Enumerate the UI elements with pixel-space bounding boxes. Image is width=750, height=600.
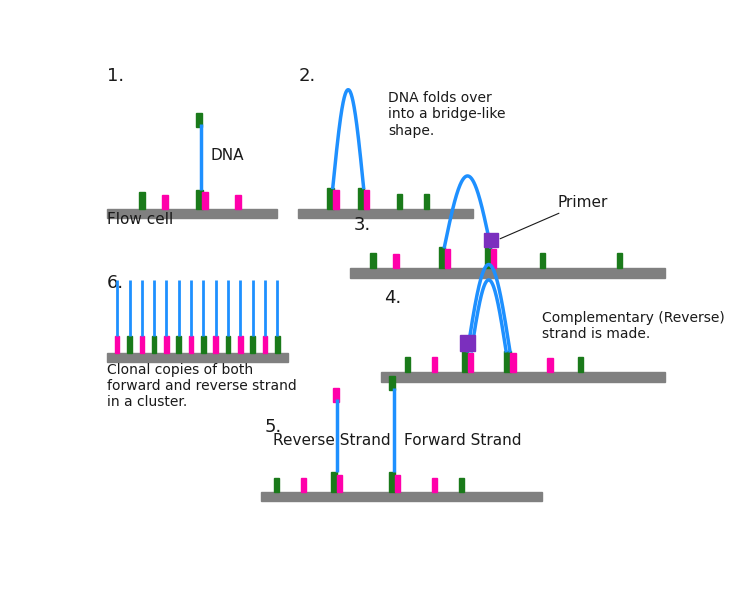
Bar	[364, 190, 369, 209]
Bar	[261, 491, 542, 501]
Bar	[333, 388, 338, 401]
Bar	[333, 190, 338, 209]
Bar	[164, 336, 169, 353]
Bar	[328, 187, 334, 209]
Bar	[301, 478, 306, 491]
Text: 6.: 6.	[107, 274, 124, 292]
Bar	[107, 209, 277, 218]
Bar	[397, 194, 403, 209]
Bar	[459, 478, 464, 491]
Bar	[251, 336, 255, 353]
Text: Primer: Primer	[557, 195, 608, 210]
Text: 4.: 4.	[384, 289, 401, 307]
Bar	[274, 478, 279, 491]
Text: DNA: DNA	[210, 148, 244, 163]
Bar	[370, 253, 376, 268]
Bar	[162, 195, 167, 209]
Bar	[140, 192, 145, 209]
Bar	[485, 247, 491, 268]
Text: Forward Strand: Forward Strand	[404, 433, 521, 448]
Bar	[275, 336, 280, 353]
Bar	[548, 358, 553, 372]
Bar	[226, 336, 230, 353]
Bar	[176, 336, 181, 353]
Bar	[380, 372, 665, 382]
Text: Flow cell: Flow cell	[107, 212, 173, 227]
Bar	[236, 195, 241, 209]
Bar	[578, 357, 584, 372]
Bar	[539, 253, 545, 268]
Bar	[389, 376, 395, 390]
Bar	[140, 336, 144, 353]
Bar	[394, 475, 400, 491]
Bar	[424, 194, 430, 209]
Text: Clonal copies of both
forward and reverse strand
in a cluster.: Clonal copies of both forward and revers…	[107, 363, 297, 409]
Text: Complementary (Reverse)
strand is made.: Complementary (Reverse) strand is made.	[542, 311, 725, 341]
Bar	[196, 113, 202, 127]
Bar	[432, 357, 437, 372]
Bar	[238, 336, 243, 353]
Bar	[432, 478, 437, 491]
Bar	[358, 187, 364, 209]
Bar	[115, 336, 119, 353]
Bar	[484, 233, 497, 247]
Bar	[439, 247, 446, 268]
Bar	[189, 336, 194, 353]
Bar	[393, 254, 398, 268]
Text: 1.: 1.	[107, 67, 124, 85]
Bar	[128, 336, 132, 353]
Bar	[201, 336, 206, 353]
Bar	[202, 192, 208, 209]
Bar	[445, 249, 450, 268]
Bar	[107, 353, 288, 362]
Bar	[298, 209, 473, 218]
Bar	[332, 472, 338, 491]
Bar	[462, 351, 468, 372]
Text: 3.: 3.	[353, 216, 370, 234]
Bar	[196, 190, 202, 209]
Bar	[616, 253, 622, 268]
Bar	[505, 351, 511, 372]
Text: Reverse Strand: Reverse Strand	[273, 433, 390, 448]
Text: DNA folds over
into a bridge-like
shape.: DNA folds over into a bridge-like shape.	[388, 91, 506, 137]
Bar	[214, 336, 218, 353]
Bar	[468, 353, 473, 372]
Text: 5.: 5.	[265, 418, 282, 436]
Bar	[350, 268, 665, 278]
Bar	[152, 336, 157, 353]
Bar	[405, 357, 410, 372]
Text: 2.: 2.	[298, 67, 316, 85]
Bar	[262, 336, 267, 353]
Bar	[460, 335, 476, 351]
Bar	[337, 475, 343, 491]
Bar	[389, 472, 395, 491]
Bar	[491, 249, 496, 268]
Bar	[510, 353, 516, 372]
